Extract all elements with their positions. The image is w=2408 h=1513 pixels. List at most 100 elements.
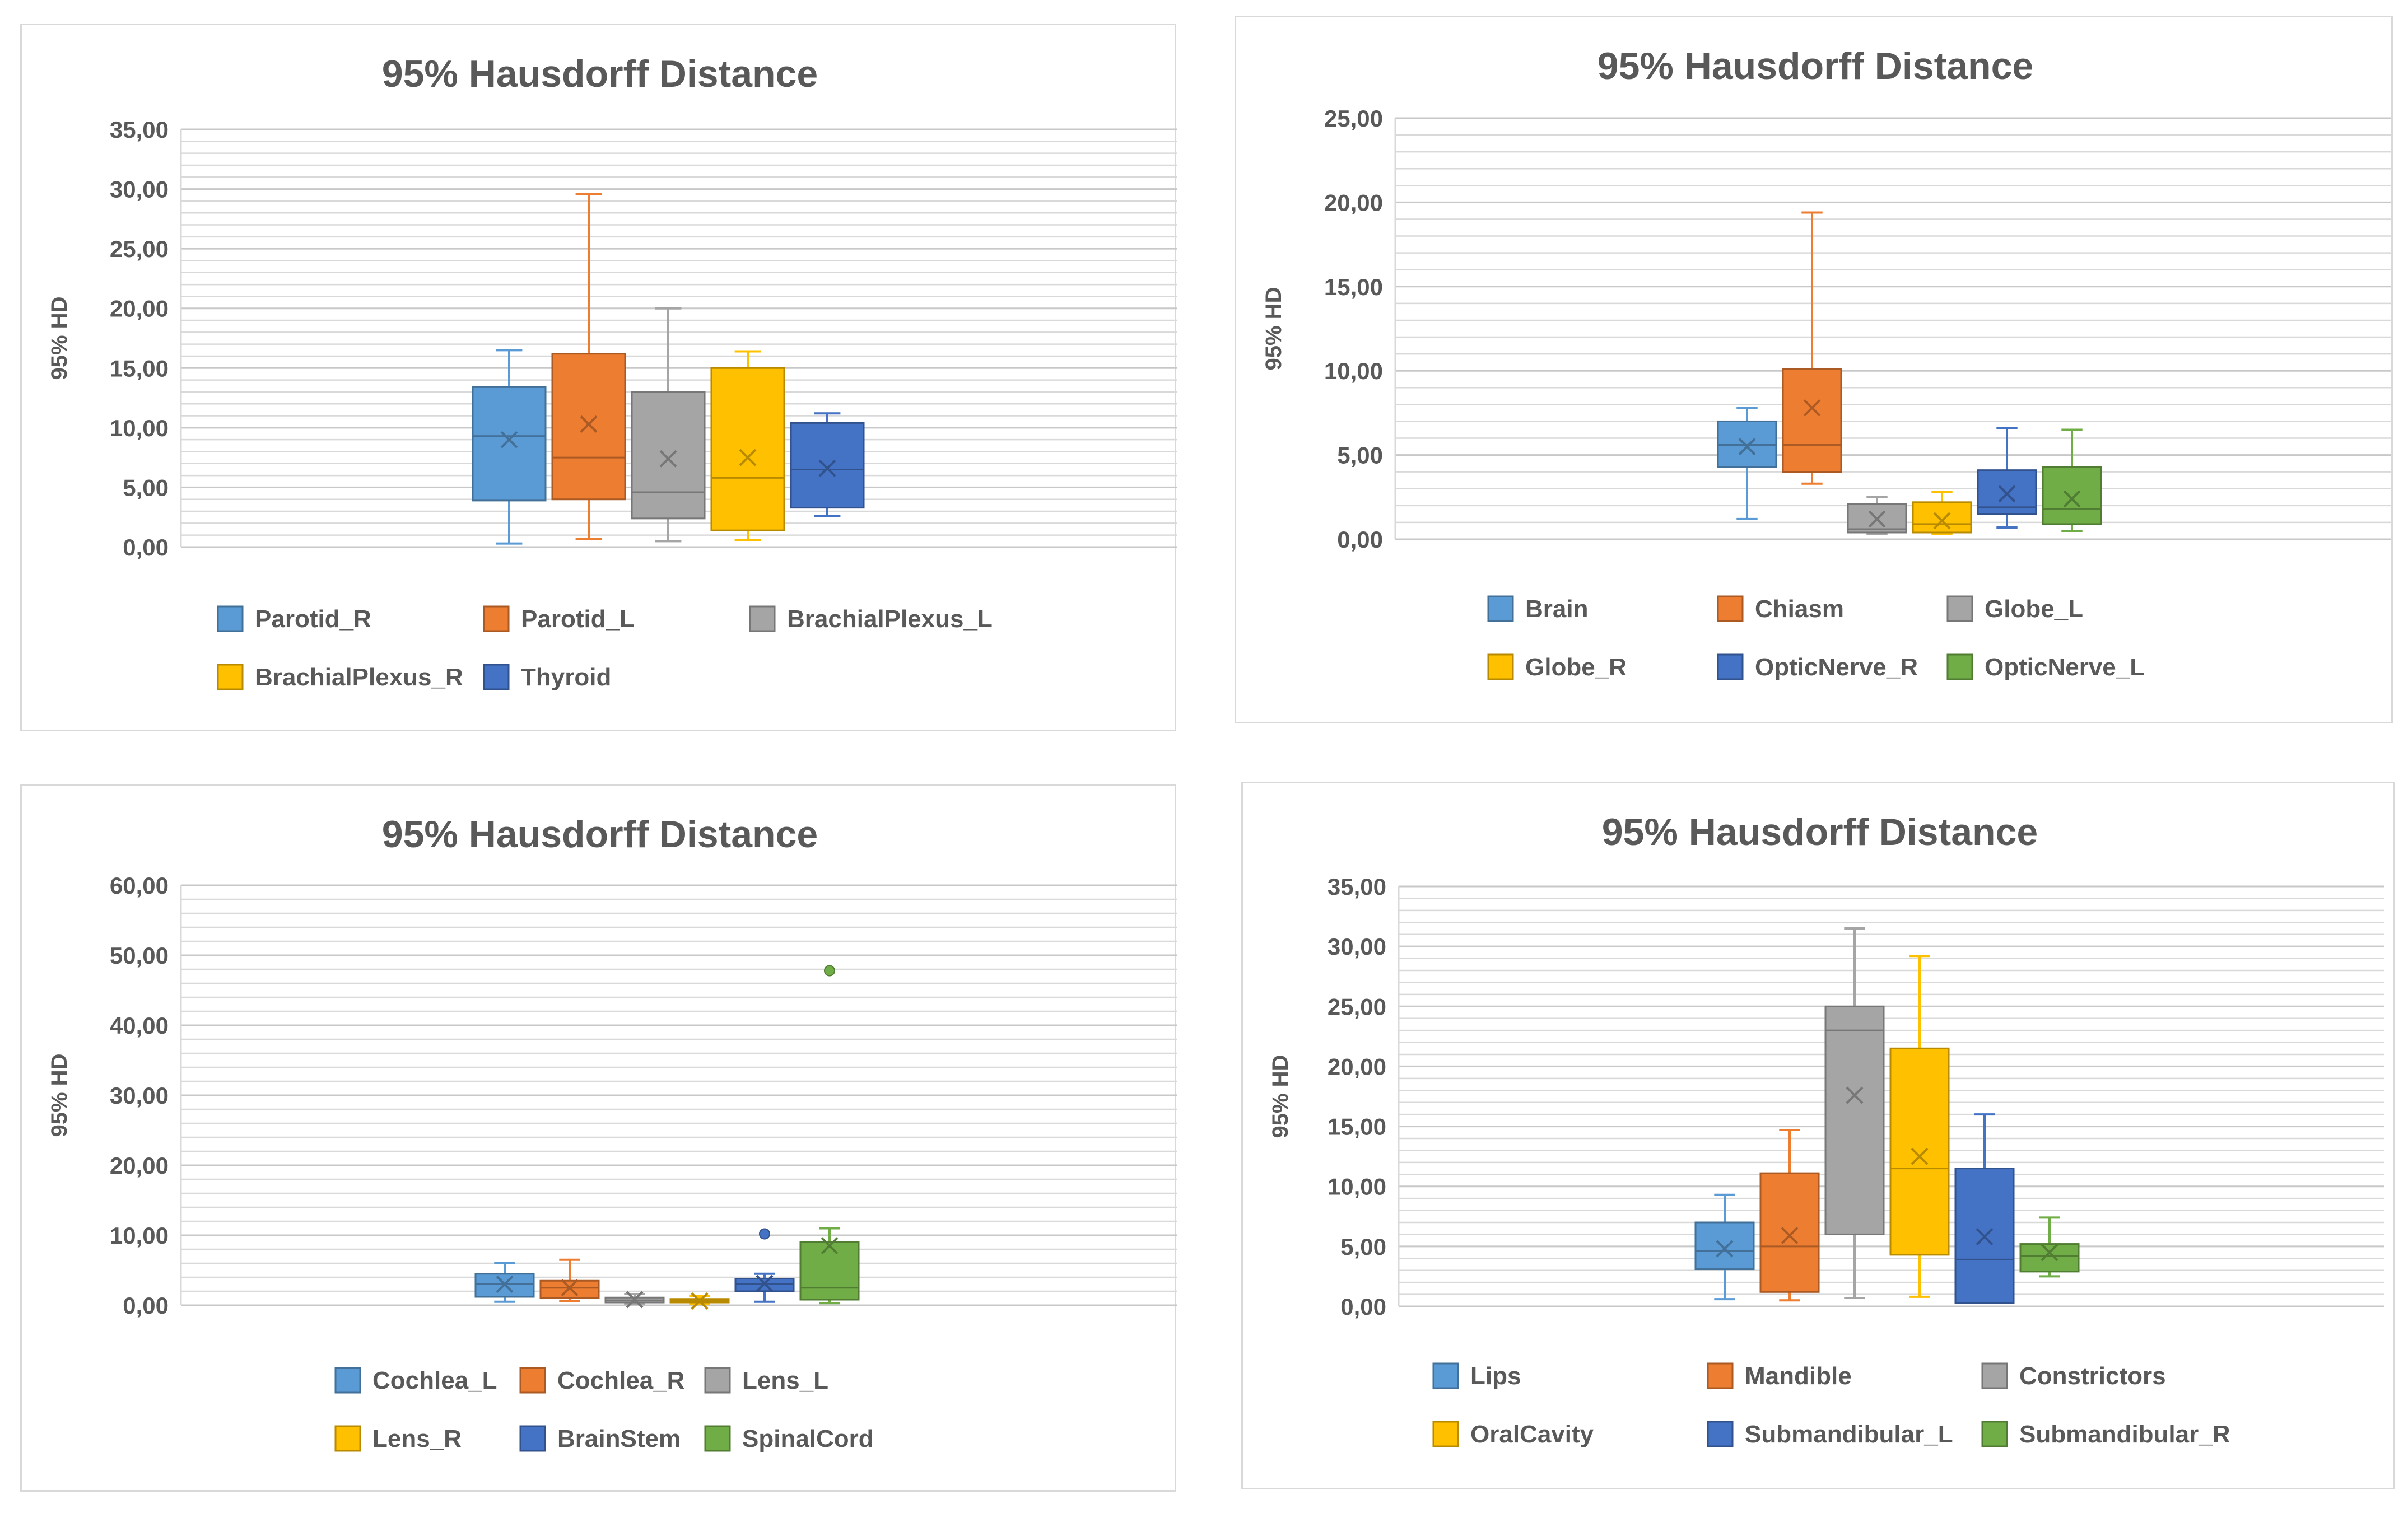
legend-label-Globe_R: Globe_R xyxy=(1525,653,1627,681)
mean-marker xyxy=(818,459,836,477)
box-Lips xyxy=(1694,1193,1755,1301)
box-Cochlea_R xyxy=(539,1258,600,1302)
y-axis-label-1: 95% HD xyxy=(47,297,72,380)
mean-marker xyxy=(1803,399,1821,417)
legend-label-Lens_R: Lens_R xyxy=(372,1425,462,1453)
y-tick-label: 15,00 xyxy=(1328,1114,1386,1140)
legend-4: Lips Mandible Constrictors OralCavity Subman… xyxy=(1432,1362,2230,1448)
gridlines-3 xyxy=(181,884,1177,1306)
box-Parotid_L xyxy=(551,193,626,540)
y-tick-label: 15,00 xyxy=(110,355,169,381)
legend-label-Cochlea_L: Cochlea_L xyxy=(372,1367,497,1394)
legend-swatch-BrainStem xyxy=(519,1425,546,1452)
y-tick-label: 0,00 xyxy=(1337,526,1383,553)
legend-label-OralCavity: OralCavity xyxy=(1470,1421,1594,1448)
mean-marker xyxy=(756,1274,774,1292)
mean-marker xyxy=(1738,438,1756,455)
legend-label-Lips: Lips xyxy=(1470,1362,1521,1390)
box-Lens_R xyxy=(669,1292,730,1310)
box-iqr xyxy=(539,1279,600,1299)
mean-marker xyxy=(2063,490,2081,508)
legend-label-Globe_L: Globe_L xyxy=(1985,595,2083,623)
mean-marker xyxy=(1868,510,1886,528)
legend-swatch-BrachialPlexus_L xyxy=(749,605,776,632)
y-tick-label: 60,00 xyxy=(110,872,169,899)
mean-marker xyxy=(626,1291,644,1309)
legend-label-BrachialPlexus_L: BrachialPlexus_L xyxy=(787,605,993,633)
box-iqr xyxy=(1717,420,1777,468)
box-iqr xyxy=(1782,368,1842,473)
legend-2: Brain Chiasm Globe_L Globe_R OpticNerve_R Opt… xyxy=(1487,595,2145,681)
legend-swatch-Parotid_L xyxy=(483,605,510,632)
y-tick-label: 40,00 xyxy=(110,1012,169,1039)
box-iqr xyxy=(1694,1221,1755,1271)
y-tick-label: 30,00 xyxy=(1328,933,1386,960)
mean-marker xyxy=(2041,1244,2058,1261)
box-Mandible xyxy=(1759,1129,1820,1302)
mean-marker xyxy=(659,450,677,468)
box-BrachialPlexus_L xyxy=(631,307,706,543)
box-SpinalCord xyxy=(799,965,860,1305)
box-Constrictors xyxy=(1824,927,1885,1299)
y-tick-label: 30,00 xyxy=(110,176,169,203)
legend-label-SpinalCord: SpinalCord xyxy=(742,1425,874,1453)
chart-panel-3: 95% Hausdorff Distance 95% HD 0,00 10,00 20,… xyxy=(20,784,1177,1492)
y-tick-label: 0,00 xyxy=(123,534,169,561)
gridlines-2 xyxy=(1395,117,2391,540)
legend-label-BrainStem: BrainStem xyxy=(557,1425,681,1453)
legend-label-Parotid_R: Parotid_R xyxy=(255,605,371,633)
mean-marker xyxy=(1933,512,1951,530)
legend-swatch-Globe_R xyxy=(1487,653,1514,680)
gridlines-4 xyxy=(1399,885,2384,1307)
legend-label-Thyroid: Thyroid xyxy=(521,664,611,691)
chart-title-3: 95% Hausdorff Distance xyxy=(382,813,818,856)
box-OpticNerve_L xyxy=(2042,428,2102,532)
y-axis-label-3: 95% HD xyxy=(47,1054,72,1137)
y-tick-label: 30,00 xyxy=(110,1082,169,1109)
y-tick-label: 10,00 xyxy=(1328,1174,1386,1200)
y-tick-label: 20,00 xyxy=(110,296,169,322)
box-iqr xyxy=(710,367,785,531)
box-iqr xyxy=(631,391,706,520)
chart-title-4: 95% Hausdorff Distance xyxy=(1602,811,2038,853)
legend-label-Lens_L: Lens_L xyxy=(742,1367,828,1394)
legend-swatch-Constrictors xyxy=(1981,1362,2008,1389)
box-Cochlea_L xyxy=(474,1262,535,1303)
chart-svg-1: 95% Hausdorff Distance 95% HD 0,00 5,00 10,0… xyxy=(47,53,1177,691)
mean-marker xyxy=(580,415,598,433)
box-OpticNerve_R xyxy=(1977,427,2037,529)
box-Thyroid xyxy=(790,412,865,517)
legend-swatch-Lens_L xyxy=(704,1367,731,1394)
chart-svg-4: 95% Hausdorff Distance 95% HD 0,00 5,00 10,0… xyxy=(1268,811,2384,1448)
mean-marker xyxy=(821,1237,839,1255)
outlier-point xyxy=(824,965,835,977)
legend-swatch-SpinalCord xyxy=(704,1425,731,1452)
box-iqr xyxy=(1759,1172,1820,1293)
mean-marker xyxy=(1998,485,2016,503)
box-iqr xyxy=(1824,1005,1885,1235)
y-tick-label: 0,00 xyxy=(1340,1293,1386,1320)
legend-swatch-Submandibular_L xyxy=(1707,1421,1734,1447)
mean-marker xyxy=(691,1292,709,1310)
y-tick-label: 5,00 xyxy=(1337,442,1383,469)
mean-marker xyxy=(1716,1240,1734,1258)
outlier-point xyxy=(759,1228,770,1240)
y-tick-label: 15,00 xyxy=(1324,274,1383,300)
mean-marker xyxy=(1781,1227,1799,1244)
y-tick-label: 25,00 xyxy=(1328,993,1386,1020)
legend-swatch-Chiasm xyxy=(1717,595,1744,622)
legend-1: Parotid_R Parotid_L BrachialPlexus_L Brachi… xyxy=(217,605,993,691)
box-Parotid_R xyxy=(472,349,547,545)
y-tick-label: 0,00 xyxy=(123,1292,169,1319)
chart-title-2: 95% Hausdorff Distance xyxy=(1597,45,2033,87)
y-axis-label-4: 95% HD xyxy=(1268,1055,1293,1138)
box-Submandibular_R xyxy=(2019,1216,2080,1278)
y-tick-label: 20,00 xyxy=(1328,1053,1386,1080)
chart-svg-3: 95% Hausdorff Distance 95% HD 0,00 10,00 20,… xyxy=(47,813,1177,1453)
legend-label-Submandibular_R: Submandibular_R xyxy=(2019,1421,2230,1448)
legend-label-OpticNerve_L: OpticNerve_L xyxy=(1985,653,2145,681)
legend-swatch-Parotid_R xyxy=(217,605,244,632)
legend-swatch-Cochlea_R xyxy=(519,1367,546,1394)
box-Chiasm xyxy=(1782,211,1842,485)
mean-marker xyxy=(1846,1086,1864,1104)
